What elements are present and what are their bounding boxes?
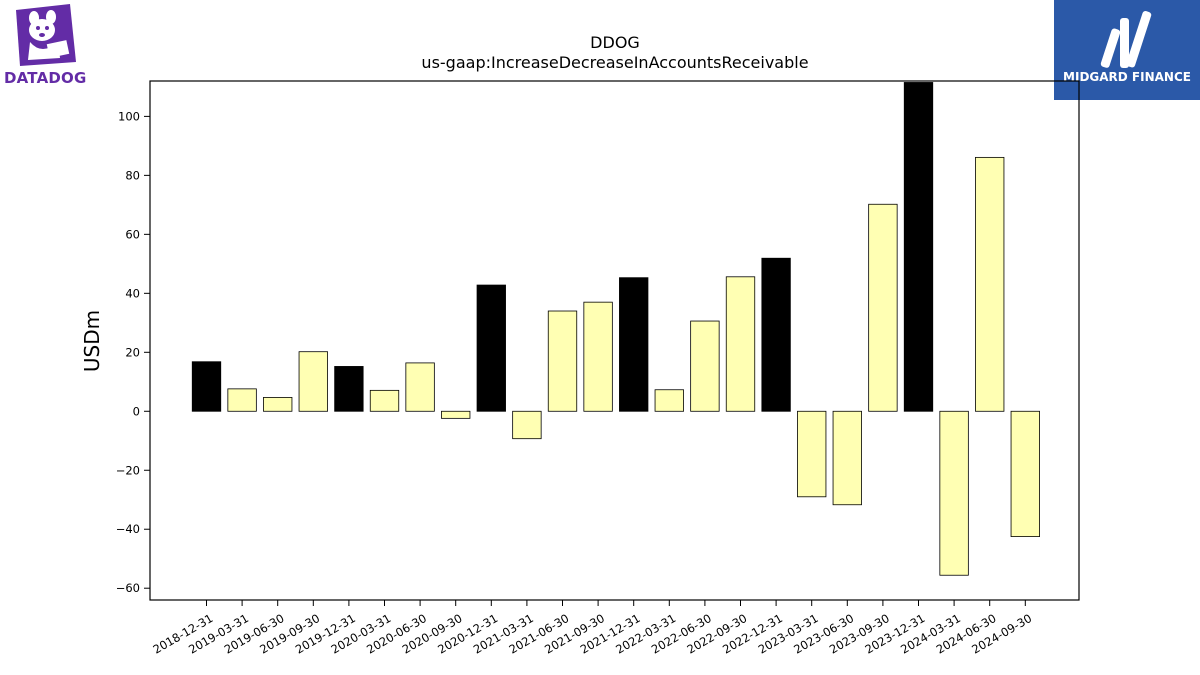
bar-2022-06-30 — [690, 320, 720, 412]
bar-2024-03-31 — [939, 410, 969, 576]
y-tick-label: 60 — [125, 227, 140, 241]
x-ticks-group: 2018-12-312019-03-312019-06-302019-09-30… — [151, 600, 1034, 657]
midgard-finance-text: MIDGARD FINANCE — [1063, 70, 1191, 84]
midgard-mark-icon — [1100, 11, 1152, 68]
bars-group — [191, 82, 1040, 576]
plot-frame — [149, 80, 1080, 601]
chart-title: DDOG — [590, 33, 640, 52]
y-tick-label: 20 — [125, 345, 140, 359]
bar-2024-06-30 — [975, 156, 1005, 412]
bar-2019-09-30 — [298, 351, 328, 412]
y-tick-label: 0 — [133, 404, 140, 418]
bar-2024-09-30 — [1010, 410, 1040, 537]
y-tick-label: −60 — [116, 581, 140, 595]
bar-2021-06-30 — [547, 310, 578, 412]
bar-2021-09-30 — [583, 301, 613, 412]
datadog-logo-text: DATADOG — [4, 69, 87, 87]
bar-2019-06-30 — [263, 397, 293, 412]
y-ticks-group: −60 −40 −20 0 20 40 60 80 100 — [116, 109, 150, 595]
datadog-logo: DATADOG — [0, 0, 92, 92]
dog-icon — [16, 4, 76, 66]
y-tick-label: 40 — [125, 286, 140, 300]
bar-2019-03-31 — [227, 388, 257, 412]
y-tick-label: −40 — [116, 522, 140, 536]
bar-2023-06-30 — [832, 410, 862, 506]
bar-2023-03-31 — [797, 410, 827, 498]
y-tick-label: −20 — [116, 463, 140, 477]
bar-2019-12-31 — [334, 366, 364, 412]
bar-2022-12-31 — [761, 257, 791, 412]
bar-2021-12-31 — [619, 277, 649, 412]
bar-2023-12-31 — [903, 82, 934, 412]
bar-2018-12-31 — [191, 361, 222, 412]
bar-2020-09-30 — [441, 410, 471, 419]
bar-2020-03-31 — [369, 389, 400, 412]
bar-2022-03-31 — [654, 389, 684, 412]
bar-2021-03-31 — [512, 410, 542, 440]
y-axis-label: USDm — [80, 310, 104, 372]
bar-2020-12-31 — [476, 284, 506, 412]
y-tick-label: 80 — [125, 168, 140, 182]
bar-2020-06-30 — [405, 362, 435, 412]
midgard-finance-logo: MIDGARD FINANCE — [1054, 0, 1200, 100]
chart-subtitle: us-gaap:IncreaseDecreaseInAccountsReceiv… — [421, 53, 808, 72]
bar-2023-09-30 — [868, 203, 898, 412]
bar-2022-09-30 — [725, 276, 756, 412]
y-tick-label: 100 — [118, 109, 140, 123]
